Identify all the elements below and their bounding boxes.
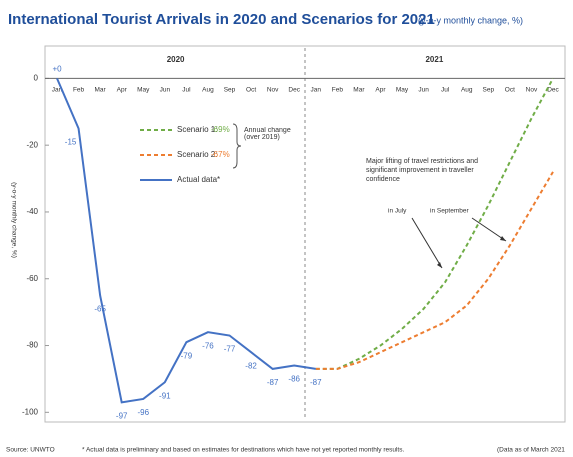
data-note: (Data as of March 2021 [497, 447, 565, 454]
x-tick-label: May [137, 87, 150, 94]
x-tick-label: Sep [224, 87, 236, 94]
x-tick-label: Jan [52, 87, 63, 94]
x-tick-label: Dec [288, 87, 300, 94]
value-label: -77 [224, 345, 236, 354]
annotation: Major lifting of travel restrictions and… [366, 158, 479, 184]
y-tick-label: -60 [26, 274, 38, 283]
annotation-box: Major lifting of travel restrictions and… [366, 158, 479, 184]
x-tick-label: Oct [246, 87, 256, 94]
legend-brace [232, 123, 242, 169]
y-axis-label: (y-o-y monthly change, %) [10, 182, 17, 258]
legend-note-box: Annual change (over 2019) [244, 127, 291, 141]
chart-subtitle: (y-o-y monthly change, %) [418, 15, 523, 25]
series-line [315, 77, 554, 370]
annotation-july: in July [388, 208, 407, 215]
year-label: 2020 [167, 55, 185, 64]
value-label: -15 [65, 138, 77, 147]
value-label: -96 [137, 408, 149, 417]
series-line [56, 77, 316, 404]
x-tick-label: Dec [547, 87, 559, 94]
legend-change: -69% [211, 125, 230, 134]
arrow [471, 217, 507, 242]
y-tick-label: -100 [22, 407, 39, 416]
value-label: -82 [245, 361, 257, 370]
x-tick-label: Apr [117, 87, 128, 94]
value-label: -76 [202, 341, 214, 350]
footnote: * Actual data is preliminary and based o… [82, 447, 404, 454]
value-label: -86 [288, 375, 300, 384]
chart-title: International Tourist Arrivals in 2020 a… [8, 11, 435, 28]
value-label: -65 [94, 305, 106, 314]
series-line [315, 171, 554, 370]
x-tick-label: Jul [441, 87, 450, 94]
legend-change: -67% [211, 150, 230, 159]
x-tick-label: Nov [267, 87, 279, 94]
plot-frame [44, 45, 566, 423]
value-label: +0 [52, 65, 62, 74]
x-tick-label: Jan [311, 87, 322, 94]
y-tick-label: 0 [34, 74, 39, 83]
x-tick-label: Mar [353, 87, 365, 94]
arrow [411, 217, 443, 269]
legend-label: Actual data* [177, 175, 220, 184]
annotation-september: in September [430, 208, 469, 215]
x-tick-label: May [396, 87, 409, 94]
legend-label: Scenario 2: [177, 150, 217, 159]
y-tick-label: -40 [26, 207, 38, 216]
value-label: -87 [310, 378, 322, 387]
value-label: -79 [181, 351, 193, 360]
arrowhead [500, 236, 506, 241]
x-tick-label: Apr [375, 87, 386, 94]
x-tick-label: Mar [95, 87, 107, 94]
legend-label: Scenario 1: [177, 125, 217, 134]
x-tick-label: Feb [332, 87, 344, 94]
y-tick-label: -80 [26, 341, 38, 350]
value-label: -97 [116, 411, 128, 420]
value-label: -87 [267, 378, 279, 387]
x-tick-label: Jun [160, 87, 171, 94]
x-tick-label: Jun [418, 87, 429, 94]
source: Source: UNWTO [6, 447, 55, 454]
x-tick-label: Nov [526, 87, 538, 94]
legend: Scenario 1: -69% Scenario 2: -67% Actual… [140, 123, 291, 184]
arrowhead [437, 262, 442, 268]
year-label: 2021 [425, 55, 443, 64]
legend-note: Annual change (over 2019) [244, 127, 291, 141]
y-tick-label: -20 [26, 140, 38, 149]
x-tick-label: Sep [483, 87, 495, 94]
x-tick-label: Feb [73, 87, 85, 94]
x-tick-label: Aug [461, 87, 473, 94]
x-tick-label: Aug [202, 87, 214, 94]
x-tick-label: Jul [182, 87, 191, 94]
value-label: -91 [159, 391, 171, 400]
x-tick-label: Oct [505, 87, 515, 94]
